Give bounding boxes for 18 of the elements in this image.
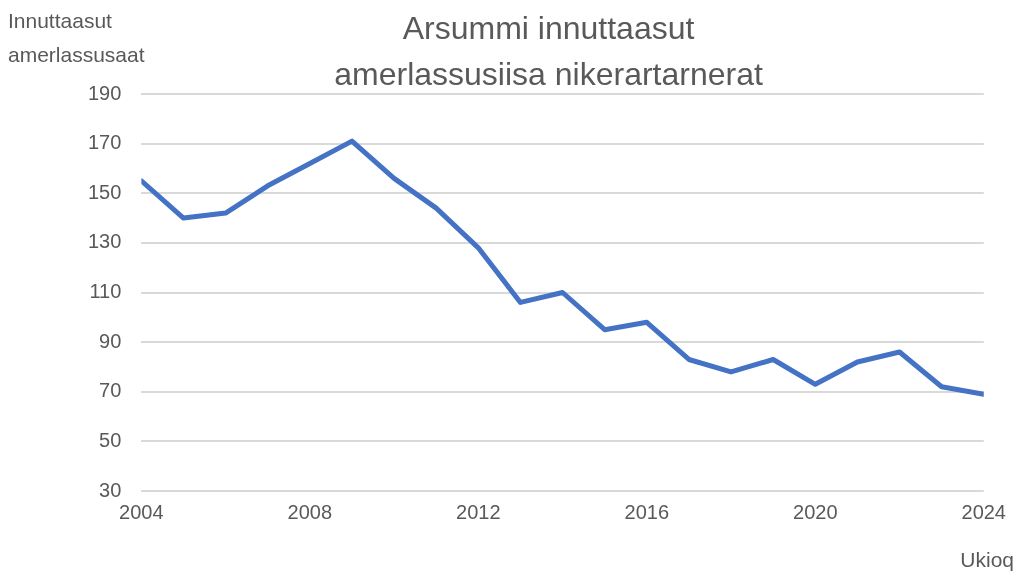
y-tick-label: 150 [87, 180, 122, 203]
y-tick-label: 70 [99, 379, 122, 402]
y-tick-label: 50 [99, 428, 122, 451]
x-tick-label: 2024 [961, 500, 1006, 523]
chart-title: Arsummi innuttaasut amerlassusiisa nikerartarnerat [334, 9, 763, 92]
y-tick-label: 130 [87, 230, 122, 253]
x-tick-label: 2008 [287, 500, 333, 523]
y-tick-label: 190 [87, 81, 122, 104]
y-axis-title: Innuttaasut amerlassusaat [8, 8, 145, 66]
y-tick-label: 90 [99, 329, 122, 352]
x-axis-title: Ukioq [960, 547, 1014, 571]
x-tick-label: 2012 [456, 500, 501, 523]
x-tick-label: 2020 [793, 500, 838, 523]
y-tick-label: 110 [89, 280, 122, 303]
x-tick-label: 2016 [624, 500, 670, 523]
y-tick-label: 170 [87, 131, 122, 154]
y-tick-label: 30 [99, 478, 122, 501]
x-tick-label: 2004 [119, 500, 164, 523]
